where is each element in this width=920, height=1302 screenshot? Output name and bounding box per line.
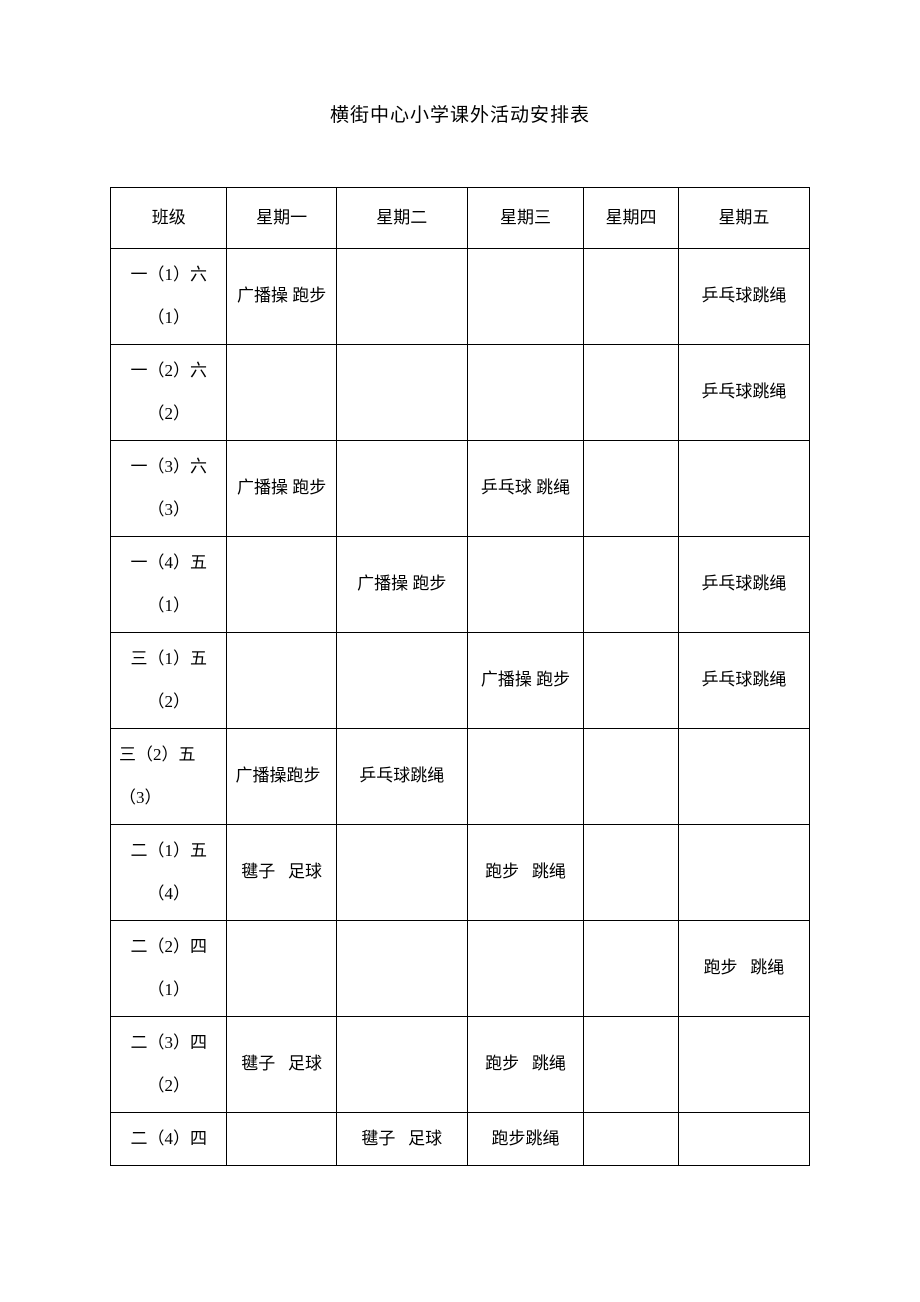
cell-day5: 乒乓球跳绳	[678, 537, 809, 633]
table-row: 一（4）五（1） 广播操 跑步 乒乓球跳绳	[111, 537, 810, 633]
cell-day2: 乒乓球跳绳	[336, 729, 467, 825]
cell-day2	[336, 249, 467, 345]
cell-day3	[467, 921, 583, 1017]
cell-day5	[678, 1113, 809, 1166]
header-day1: 星期一	[227, 188, 336, 249]
cell-day5	[678, 441, 809, 537]
cell-day1	[227, 921, 336, 1017]
cell-day1	[227, 537, 336, 633]
cell-day5: 乒乓球跳绳	[678, 345, 809, 441]
table-header-row: 班级 星期一 星期二 星期三 星期四 星期五	[111, 188, 810, 249]
header-day3: 星期三	[467, 188, 583, 249]
cell-day2	[336, 825, 467, 921]
cell-day5	[678, 729, 809, 825]
table-row: 二（2）四（1） 跑步 跳绳	[111, 921, 810, 1017]
cell-day1	[227, 633, 336, 729]
schedule-table: 班级 星期一 星期二 星期三 星期四 星期五 一（1）六（1） 广播操 跑步 乒…	[110, 187, 810, 1166]
cell-day4	[584, 249, 679, 345]
cell-day2: 广播操 跑步	[336, 537, 467, 633]
cell-day3: 跑步跳绳	[467, 1113, 583, 1166]
cell-class: 一（1）六（1）	[111, 249, 227, 345]
cell-class: 一（4）五（1）	[111, 537, 227, 633]
header-day4: 星期四	[584, 188, 679, 249]
cell-class: 一（2）六（2）	[111, 345, 227, 441]
cell-day3	[467, 729, 583, 825]
cell-day4	[584, 921, 679, 1017]
cell-day3: 广播操 跑步	[467, 633, 583, 729]
table-row: 三（1）五（2） 广播操 跑步 乒乓球跳绳	[111, 633, 810, 729]
cell-class: 三（1）五（2）	[111, 633, 227, 729]
cell-day4	[584, 441, 679, 537]
cell-day1	[227, 1113, 336, 1166]
cell-day4	[584, 537, 679, 633]
cell-day3: 跑步 跳绳	[467, 1017, 583, 1113]
cell-day1: 广播操跑步	[227, 729, 336, 825]
cell-day3	[467, 345, 583, 441]
cell-day2: 毽子 足球	[336, 1113, 467, 1166]
cell-class: 二（4）四	[111, 1113, 227, 1166]
table-row: 一（1）六（1） 广播操 跑步 乒乓球跳绳	[111, 249, 810, 345]
cell-day3: 乒乓球 跳绳	[467, 441, 583, 537]
cell-day5	[678, 1017, 809, 1113]
cell-day1: 毽子 足球	[227, 825, 336, 921]
header-class: 班级	[111, 188, 227, 249]
table-row: 二（3）四（2） 毽子 足球 跑步 跳绳	[111, 1017, 810, 1113]
cell-day4	[584, 729, 679, 825]
cell-day1: 毽子 足球	[227, 1017, 336, 1113]
cell-day4	[584, 1017, 679, 1113]
cell-day4	[584, 633, 679, 729]
table-row: 一（3）六（3） 广播操 跑步 乒乓球 跳绳	[111, 441, 810, 537]
cell-day4	[584, 825, 679, 921]
cell-day4	[584, 1113, 679, 1166]
cell-class: 二（3）四（2）	[111, 1017, 227, 1113]
cell-day3	[467, 249, 583, 345]
cell-day2	[336, 1017, 467, 1113]
cell-day1	[227, 345, 336, 441]
cell-day2	[336, 345, 467, 441]
cell-day4	[584, 345, 679, 441]
cell-day2	[336, 921, 467, 1017]
cell-day3: 跑步 跳绳	[467, 825, 583, 921]
cell-day5: 乒乓球跳绳	[678, 249, 809, 345]
page-title: 横街中心小学课外活动安排表	[110, 100, 810, 127]
table-row: 二（1）五（4） 毽子 足球 跑步 跳绳	[111, 825, 810, 921]
cell-day3	[467, 537, 583, 633]
cell-class: 一（3）六（3）	[111, 441, 227, 537]
cell-day1: 广播操 跑步	[227, 249, 336, 345]
cell-day2	[336, 441, 467, 537]
header-day2: 星期二	[336, 188, 467, 249]
cell-day5: 跑步 跳绳	[678, 921, 809, 1017]
cell-day5	[678, 825, 809, 921]
table-row: 二（4）四 毽子 足球 跑步跳绳	[111, 1113, 810, 1166]
table-row: 三（2）五（3） 广播操跑步 乒乓球跳绳	[111, 729, 810, 825]
header-day5: 星期五	[678, 188, 809, 249]
cell-class: 二（2）四（1）	[111, 921, 227, 1017]
cell-day1: 广播操 跑步	[227, 441, 336, 537]
cell-class: 三（2）五（3）	[111, 729, 227, 825]
cell-day2	[336, 633, 467, 729]
cell-day5: 乒乓球跳绳	[678, 633, 809, 729]
table-row: 一（2）六（2） 乒乓球跳绳	[111, 345, 810, 441]
cell-class: 二（1）五（4）	[111, 825, 227, 921]
